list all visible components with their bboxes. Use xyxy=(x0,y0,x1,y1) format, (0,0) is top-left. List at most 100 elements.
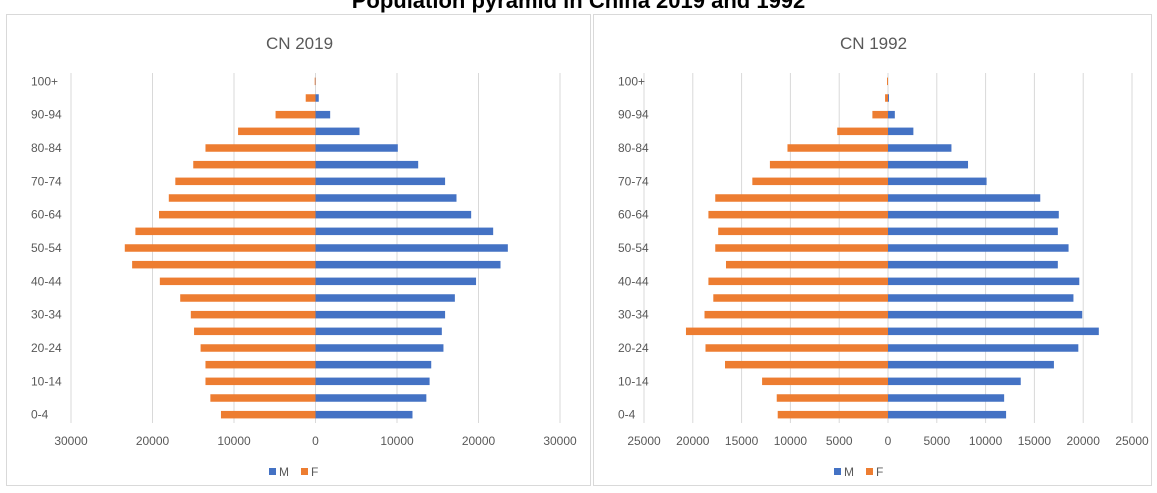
chart-title: CN 1992 xyxy=(840,34,907,53)
y-tick-label: 10-14 xyxy=(31,374,62,388)
bar-male-30-34 xyxy=(315,310,446,319)
x-tick-label: 30000 xyxy=(54,434,88,448)
bar-female-90-94 xyxy=(872,110,888,119)
bar-female-80-84 xyxy=(205,144,316,152)
x-tick-label: 5000 xyxy=(923,434,950,448)
x-tick-label: 25000 xyxy=(1115,434,1149,448)
bar-male-50-54 xyxy=(888,244,1069,252)
bar-male-0-4 xyxy=(315,410,413,419)
x-tick-label: 15000 xyxy=(725,434,759,448)
bar-male-75-79 xyxy=(888,160,969,169)
bar-male-10-14 xyxy=(888,377,1021,386)
y-tick-label: 60-64 xyxy=(618,208,649,222)
y-tick-label: 80-84 xyxy=(618,141,649,155)
y-tick-label: 60-64 xyxy=(31,208,62,222)
bar-female-20-24 xyxy=(705,344,888,352)
bar-female-100+ xyxy=(887,77,888,86)
bar-female-45-49 xyxy=(725,260,888,269)
bar-female-80-84 xyxy=(787,144,888,152)
bar-female-30-34 xyxy=(190,310,316,319)
legend-label-M: M xyxy=(279,465,289,479)
bar-male-80-84 xyxy=(888,144,952,152)
x-tick-label: 10000 xyxy=(217,434,251,448)
bar-male-15-19 xyxy=(888,360,1054,369)
bar-male-30-34 xyxy=(888,310,1083,319)
page-title: Population pyramid in China 2019 and 199… xyxy=(351,0,806,13)
y-tick-label: 50-54 xyxy=(31,241,62,255)
bar-female-25-29 xyxy=(194,327,316,336)
bar-female-45-49 xyxy=(132,260,316,269)
legend-label-F: F xyxy=(311,465,318,479)
x-tick-label: 15000 xyxy=(1018,434,1052,448)
bar-female-10-14 xyxy=(762,377,888,386)
bar-female-30-34 xyxy=(704,310,888,319)
bar-male-0-4 xyxy=(888,410,1007,419)
bar-male-45-49 xyxy=(315,260,501,269)
bar-male-95-99 xyxy=(315,94,319,102)
bar-female-15-19 xyxy=(725,360,888,369)
bar-female-50-54 xyxy=(715,244,888,252)
x-tick-label: 20000 xyxy=(1067,434,1101,448)
bar-male-45-49 xyxy=(888,260,1058,269)
bar-male-65-69 xyxy=(888,194,1041,202)
bar-female-95-99 xyxy=(885,94,888,102)
legend-swatch-M xyxy=(834,468,841,475)
y-tick-label: 70-74 xyxy=(618,174,649,188)
bar-female-40-44 xyxy=(159,277,316,286)
bar-female-0-4 xyxy=(220,410,316,419)
bar-male-70-74 xyxy=(315,177,446,186)
legend-label-M: M xyxy=(844,465,854,479)
bar-male-70-74 xyxy=(888,177,987,186)
y-tick-label: 10-14 xyxy=(618,374,649,388)
bar-male-20-24 xyxy=(315,344,444,352)
bar-male-55-59 xyxy=(888,227,1058,236)
bar-male-40-44 xyxy=(315,277,477,286)
bar-male-10-14 xyxy=(315,377,430,386)
bar-female-20-24 xyxy=(200,344,316,352)
legend-swatch-F xyxy=(301,468,308,475)
x-tick-label: 25000 xyxy=(627,434,661,448)
x-tick-label: 20000 xyxy=(676,434,710,448)
bar-female-100+ xyxy=(314,77,316,86)
bar-male-25-29 xyxy=(888,327,1099,336)
legend-swatch-F xyxy=(866,468,873,475)
y-tick-label: 90-94 xyxy=(31,108,62,122)
bar-male-35-39 xyxy=(888,294,1074,302)
bar-male-50-54 xyxy=(315,244,508,252)
bar-male-90-94 xyxy=(315,110,331,119)
y-tick-label: 0-4 xyxy=(618,408,636,422)
y-tick-label: 0-4 xyxy=(31,408,49,422)
bar-female-65-69 xyxy=(168,194,316,202)
x-tick-label: 0 xyxy=(312,434,319,448)
bar-female-90-94 xyxy=(275,110,316,119)
bar-female-60-64 xyxy=(159,210,316,219)
chart-panel-2019: CN 2019 30000 20000 10000 0 10000 20000 30000 0-… xyxy=(6,14,591,486)
bar-male-40-44 xyxy=(888,277,1080,286)
y-tick-label: 100+ xyxy=(618,74,645,88)
y-tick-label: 40-44 xyxy=(31,274,62,288)
x-tick-label: 10000 xyxy=(969,434,1003,448)
x-tick-label: 5000 xyxy=(826,434,853,448)
bar-female-60-64 xyxy=(708,210,888,219)
bar-female-15-19 xyxy=(205,360,316,369)
x-tick-label: 0 xyxy=(885,434,892,448)
population-pyramid-2019: CN 2019 30000 20000 10000 0 10000 20000 30000 0-… xyxy=(31,34,577,479)
y-tick-label: 70-74 xyxy=(31,174,62,188)
bar-male-15-19 xyxy=(315,360,432,369)
bar-male-85-89 xyxy=(315,127,360,136)
bar-female-70-74 xyxy=(752,177,888,186)
x-tick-label: 10000 xyxy=(380,434,414,448)
bar-female-40-44 xyxy=(708,277,888,286)
bar-female-75-79 xyxy=(193,160,316,169)
y-tick-label: 100+ xyxy=(31,74,58,88)
y-tick-label: 50-54 xyxy=(618,241,649,255)
bar-female-70-74 xyxy=(175,177,316,186)
chart-panel-1992: CN 1992 25000 20000 15000 10000 5000 0 5000 1000… xyxy=(593,14,1152,486)
y-tick-label: 80-84 xyxy=(31,141,62,155)
y-tick-label: 90-94 xyxy=(618,108,649,122)
legend-swatch-M xyxy=(269,468,276,475)
bar-female-50-54 xyxy=(124,244,316,252)
bar-female-75-79 xyxy=(769,160,888,169)
bar-male-25-29 xyxy=(315,327,442,336)
y-tick-label: 40-44 xyxy=(618,274,649,288)
